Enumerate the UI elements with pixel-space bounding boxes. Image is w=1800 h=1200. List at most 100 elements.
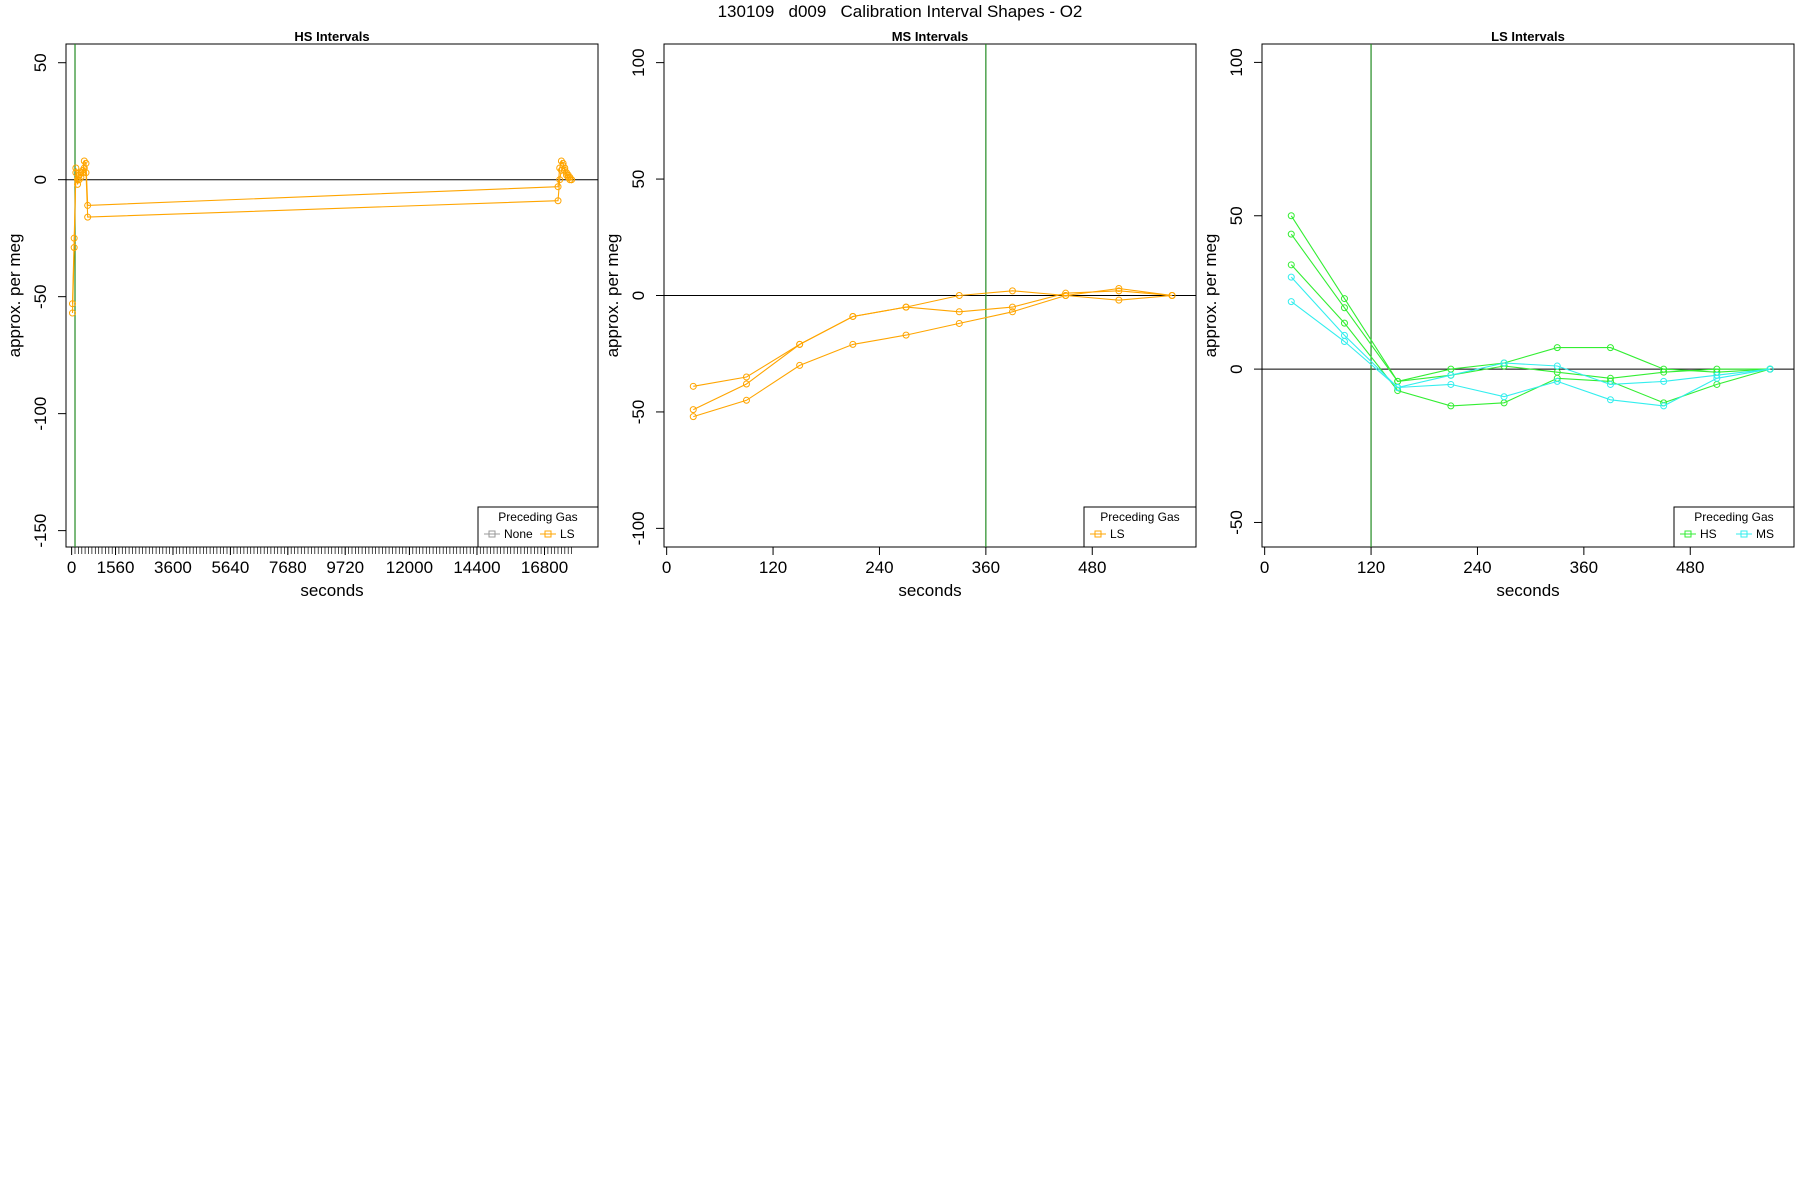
data-point [1660,402,1668,410]
data-point [955,308,963,316]
data-point [70,234,78,242]
series-line [693,287,1173,387]
x-axis-label: seconds [300,581,363,600]
page-title: 130109 d009 Calibration Interval Shapes … [717,2,1083,21]
data-point [554,197,562,205]
legend-marker [488,530,496,538]
chart-panel-3: LS Intervals seconds approx. per meg 0 120 24… [1201,29,1795,600]
y-tick-label: 0 [31,175,50,184]
series-4 [1287,273,1774,392]
y-tick-label: -50 [31,284,50,309]
data-point [1500,393,1508,401]
y-tick-label: -100 [31,397,50,431]
data-point [1500,359,1508,367]
y-axis-label: approx. per meg [5,234,24,358]
y-axis-label: approx. per meg [603,234,622,358]
series-line [71,159,572,314]
y-tick-label: 100 [1227,48,1246,76]
data-point [1287,273,1295,281]
x-tick-label: 0 [662,558,671,577]
series-line [693,290,1173,411]
data-point [1115,285,1123,293]
x-axis-label: seconds [898,581,961,600]
data-point [1287,298,1295,306]
series-line [1290,276,1771,389]
data-point [1008,287,1016,295]
legend-label: LS [560,527,575,541]
series-3 [689,292,1176,421]
legend-marker [1740,530,1748,538]
x-axis-label: seconds [1496,581,1559,600]
data-point [1340,319,1348,327]
x-tick-label: 120 [1357,558,1385,577]
plot-frame [1261,43,1795,548]
data-point [1115,287,1123,295]
x-tick-label: 480 [1078,558,1106,577]
chart-panel-2: MS Intervals seconds approx. per meg 0 120 24… [603,29,1197,600]
series-line [1290,233,1771,382]
data-point [68,309,76,317]
data-point [1287,261,1295,269]
data-point [1062,289,1070,297]
series-2 [689,287,1176,414]
series-line [71,164,572,304]
y-tick-label: -100 [629,511,648,545]
legend-marker [1094,530,1102,538]
x-tick-label: 120 [759,558,787,577]
series-line [693,294,1173,418]
x-tick-label: 0 [1260,558,1269,577]
x-tick-label: 7680 [269,558,307,577]
legend-label: MS [1756,527,1774,541]
data-point [849,312,857,320]
x-tick-label: 3600 [154,558,192,577]
data-point [1340,304,1348,312]
y-tick-label: 0 [629,291,648,300]
chart-title: LS Intervals [1491,29,1565,44]
legend: Preceding Gas HS MS [1673,506,1795,548]
data-point [1008,308,1016,316]
legend-title: Preceding Gas [1694,510,1773,524]
data-point [1287,230,1295,238]
data-point [1168,292,1176,299]
y-tick-label: 100 [629,48,648,76]
series-1 [1287,212,1774,385]
data-point [689,413,697,421]
y-axis-label: approx. per meg [1201,234,1220,358]
legend-box [1673,506,1795,548]
legend-box [1083,506,1197,548]
x-tick-label: 360 [1570,558,1598,577]
data-point [796,340,804,348]
series-2 [1287,230,1774,385]
x-tick-label: 16800 [521,558,568,577]
x-tick-label: 14400 [453,558,500,577]
data-point [1606,344,1614,352]
data-point [556,176,564,184]
x-tick-label: 9720 [326,558,364,577]
data-point [84,213,92,221]
data-point [1606,380,1614,388]
data-point [742,380,750,388]
data-point [1447,402,1455,410]
x-tick-label: 360 [972,558,1000,577]
legend-marker [544,530,552,538]
legend-label: LS [1110,527,1125,541]
legend-label: None [504,527,533,541]
series-1 [68,157,576,317]
y-tick-label: 50 [1227,206,1246,225]
legend-marker [1684,530,1692,538]
x-tick-label: 240 [1463,558,1491,577]
x-tick-label: 0 [67,558,76,577]
data-point [689,406,697,414]
series-line [1290,301,1771,407]
data-point [1115,296,1123,304]
data-point [74,176,82,184]
data-point [554,183,562,191]
legend-box [477,506,599,548]
x-tick-label: 480 [1676,558,1704,577]
series-1 [689,285,1176,390]
data-point [68,300,76,308]
chart-title: MS Intervals [892,29,969,44]
data-point [796,361,804,369]
data-point [561,164,569,172]
